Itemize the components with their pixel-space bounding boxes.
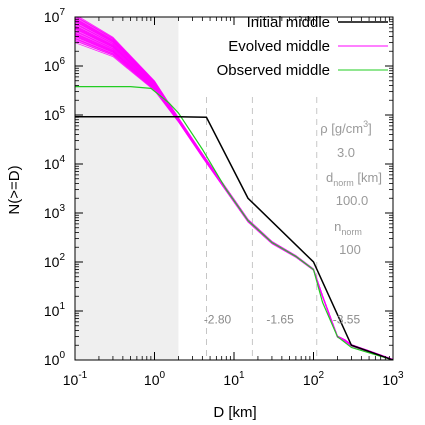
shaded-region bbox=[75, 17, 179, 360]
x-tick-label: 100 bbox=[144, 370, 166, 388]
y-tick-label: 102 bbox=[44, 252, 66, 270]
rho-label: ρ [g/cm3] bbox=[320, 119, 371, 136]
y-tick-label: 105 bbox=[44, 105, 66, 123]
y-tick-label: 101 bbox=[44, 301, 66, 319]
y-tick-label: 107 bbox=[44, 7, 66, 25]
y-tick-label: 104 bbox=[44, 154, 66, 172]
y-tick-label: 103 bbox=[44, 203, 66, 221]
y-axis-title: N(>=D) bbox=[6, 165, 23, 214]
series-observed-line bbox=[75, 85, 393, 360]
slope-label: -3.55 bbox=[333, 313, 361, 327]
rho-value: 3.0 bbox=[337, 145, 355, 160]
x-tick-label: 101 bbox=[223, 370, 245, 388]
nnorm-label: nnorm bbox=[334, 219, 362, 237]
plot-frame bbox=[74, 16, 394, 361]
legend: Initial middle Evolved middle Observed m… bbox=[217, 14, 388, 79]
series-layer bbox=[75, 17, 393, 360]
series-evolved-line bbox=[76, 17, 393, 360]
legend-label-observed: Observed middle bbox=[217, 62, 330, 79]
y-tick-label: 106 bbox=[44, 56, 66, 74]
x-axis-title: D [km] bbox=[213, 404, 256, 421]
slope-label: -1.65 bbox=[266, 313, 294, 327]
legend-label-evolved: Evolved middle bbox=[228, 38, 330, 55]
x-tick-label: 10-1 bbox=[63, 370, 88, 388]
x-tick-label: 103 bbox=[382, 370, 404, 388]
slope-labels: -2.80 -1.65 -3.55 bbox=[204, 313, 361, 327]
x-tick-label: 102 bbox=[303, 370, 325, 388]
nnorm-value: 100 bbox=[339, 242, 361, 257]
y-tick-label: 100 bbox=[44, 350, 66, 368]
parameter-annotations: ρ [g/cm3] 3.0 dnorm [km] 100.0 nnorm 100 bbox=[320, 119, 382, 257]
slope-label: -2.80 bbox=[204, 313, 232, 327]
ticks-layer: 10-1 100 101 102 103 100 101 102 103 104 105 106 107 bbox=[44, 7, 404, 388]
series-initial-line bbox=[75, 116, 393, 360]
dnorm-label: dnorm [km] bbox=[326, 170, 382, 188]
legend-label-initial: Initial middle bbox=[247, 14, 330, 31]
dnorm-value: 100.0 bbox=[336, 193, 369, 208]
